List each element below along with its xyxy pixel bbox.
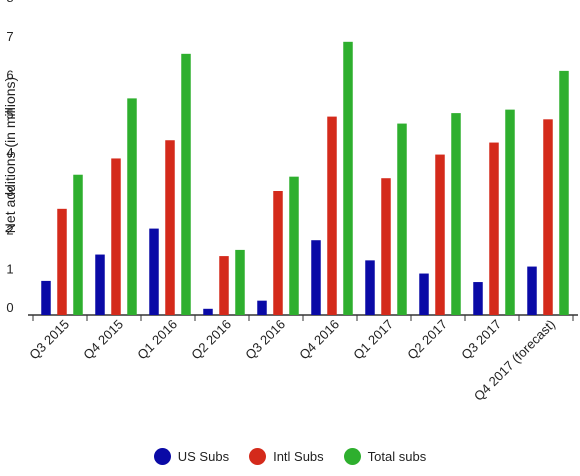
legend-item-us-subs[interactable]: US Subs	[153, 447, 230, 465]
legend-swatch-us-subs	[153, 447, 171, 465]
bar-us-subs	[527, 266, 537, 315]
bar-intl-subs	[435, 154, 445, 315]
y-tick-label: 2	[6, 223, 13, 238]
bar-intl-subs	[327, 116, 337, 315]
bar-total-subs	[343, 41, 353, 315]
bar-intl-subs	[381, 178, 391, 315]
bar-total-subs	[289, 176, 299, 315]
bar-total-subs	[559, 70, 569, 315]
y-axis-title: Net additions (in millions)	[2, 77, 18, 233]
bar-us-subs	[257, 300, 267, 315]
bar-intl-subs	[165, 140, 175, 315]
x-tick-label: Q1 2016	[134, 317, 180, 363]
bar-us-subs	[311, 240, 321, 315]
legend: US Subs Intl Subs Total subs	[0, 444, 580, 468]
legend-label-intl-subs: Intl Subs	[273, 448, 324, 464]
bar-total-subs	[73, 174, 83, 315]
y-tick-label: 6	[6, 68, 13, 83]
y-tick-label: 7	[6, 29, 13, 44]
y-tick-label: 0	[6, 300, 13, 315]
legend-item-total-subs[interactable]: Total subs	[343, 447, 427, 465]
bar-intl-subs	[273, 191, 283, 315]
x-tick-label: Q3 2017	[458, 317, 504, 363]
x-tick-label: Q3 2016	[242, 317, 288, 363]
bar-intl-subs	[57, 208, 67, 315]
legend-item-intl-subs[interactable]: Intl Subs	[249, 447, 324, 465]
bar-us-subs	[419, 273, 429, 315]
bar-us-subs	[149, 228, 159, 315]
x-tick-label: Q2 2017	[404, 317, 450, 363]
x-tick-label: Q4 2016	[296, 317, 342, 363]
bar-total-subs	[505, 109, 515, 315]
x-tick-label: Q4 2015	[80, 317, 126, 363]
bar-us-subs	[95, 254, 105, 315]
legend-label-total-subs: Total subs	[367, 448, 427, 464]
bar-intl-subs	[111, 158, 121, 315]
y-tick-label: 4	[6, 145, 13, 160]
bar-total-subs	[181, 53, 191, 315]
chart: 0 1 2 3 4 5 6 7 8 Net additions (in millions) Q3 2…	[2, 0, 578, 404]
y-tick-label: 1	[6, 261, 13, 276]
y-tick-label: 8	[6, 0, 13, 5]
bar-us-subs	[365, 260, 375, 315]
bar-total-subs	[127, 98, 137, 315]
bar-us-subs	[203, 308, 213, 315]
legend-swatch-total-subs	[343, 447, 361, 465]
legend-label-us-subs: US Subs	[177, 448, 230, 464]
legend-swatch-intl-subs	[249, 447, 267, 465]
x-tick-label: Q2 2016	[188, 317, 234, 363]
bar-intl-subs	[219, 256, 229, 315]
x-tick-label: Q3 2015	[26, 317, 72, 363]
bar-total-subs	[235, 249, 245, 315]
y-tick-label: 3	[6, 184, 13, 199]
y-tick-label: 5	[6, 106, 13, 121]
bar-total-subs	[451, 113, 461, 315]
bar-us-subs	[473, 282, 483, 315]
bar-us-subs	[41, 280, 51, 315]
bar-intl-subs	[489, 142, 499, 315]
bar-intl-subs	[543, 119, 553, 315]
bar-total-subs	[397, 123, 407, 315]
x-tick-label: Q1 2017	[350, 317, 396, 363]
